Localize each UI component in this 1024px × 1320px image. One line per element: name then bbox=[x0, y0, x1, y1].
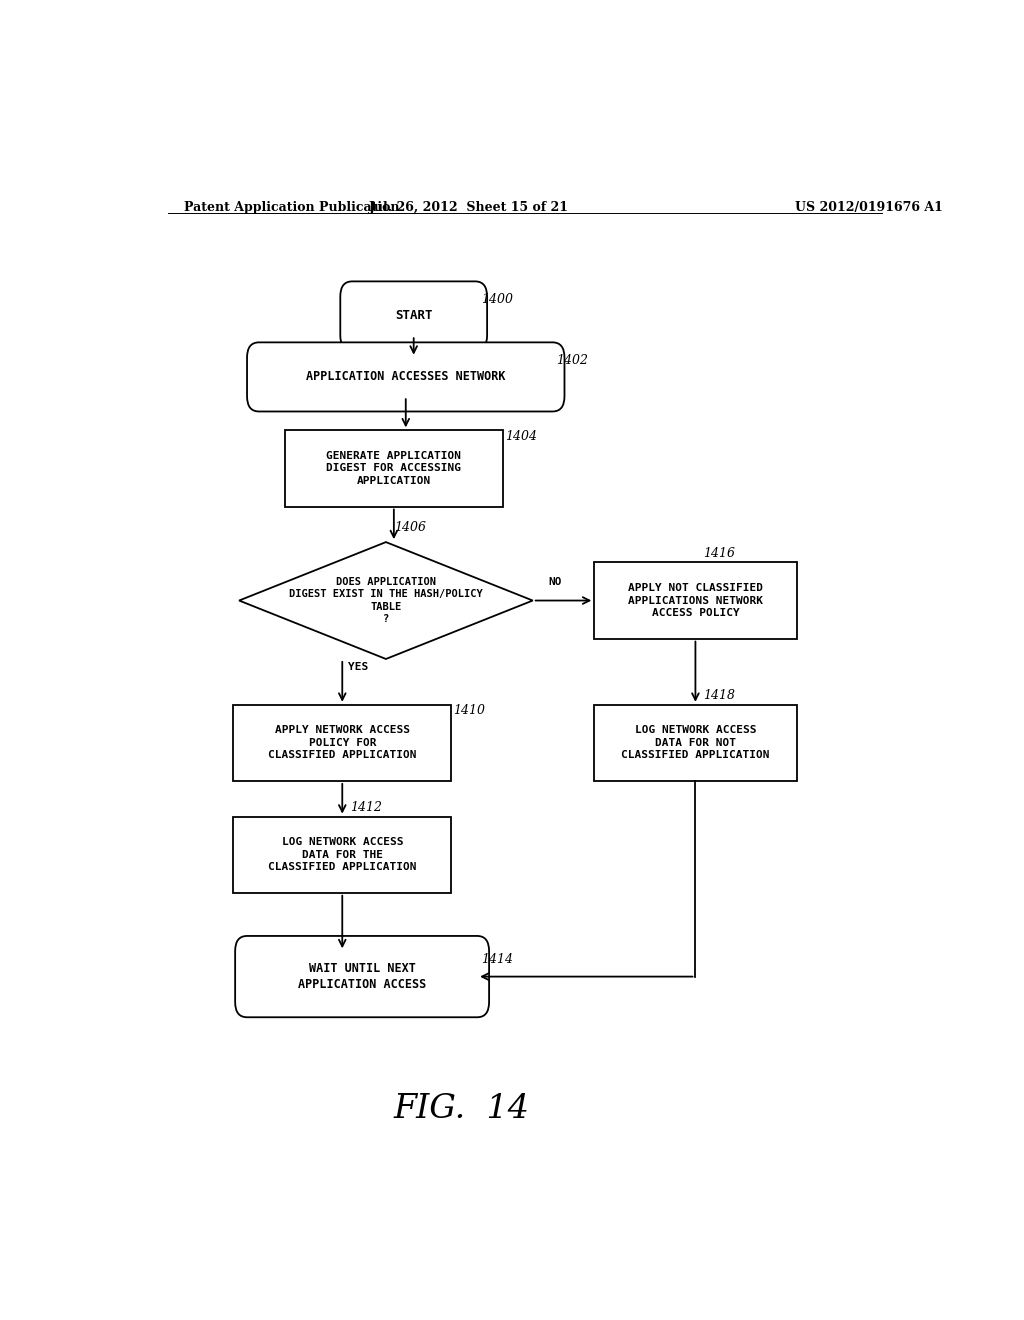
Bar bbox=[233, 817, 452, 892]
Text: 1414: 1414 bbox=[481, 953, 513, 966]
Text: 1418: 1418 bbox=[703, 689, 735, 702]
FancyBboxPatch shape bbox=[236, 936, 489, 1018]
Text: APPLY NOT CLASSIFIED
APPLICATIONS NETWORK
ACCESS POLICY: APPLY NOT CLASSIFIED APPLICATIONS NETWOR… bbox=[628, 583, 763, 618]
Text: START: START bbox=[395, 309, 432, 322]
Text: Patent Application Publication: Patent Application Publication bbox=[183, 201, 399, 214]
Text: Jul. 26, 2012  Sheet 15 of 21: Jul. 26, 2012 Sheet 15 of 21 bbox=[370, 201, 569, 214]
Text: 1402: 1402 bbox=[557, 354, 589, 367]
Text: YES: YES bbox=[348, 661, 369, 672]
Bar bbox=[285, 430, 503, 507]
Text: APPLY NETWORK ACCESS
POLICY FOR
CLASSIFIED APPLICATION: APPLY NETWORK ACCESS POLICY FOR CLASSIFI… bbox=[268, 726, 417, 760]
Text: 1412: 1412 bbox=[350, 801, 382, 814]
Text: 1410: 1410 bbox=[454, 705, 485, 718]
Text: 1404: 1404 bbox=[505, 430, 537, 444]
Text: GENERATE APPLICATION
DIGEST FOR ACCESSING
APPLICATION: GENERATE APPLICATION DIGEST FOR ACCESSIN… bbox=[327, 451, 462, 486]
Text: WAIT UNTIL NEXT
APPLICATION ACCESS: WAIT UNTIL NEXT APPLICATION ACCESS bbox=[298, 962, 426, 991]
Text: 1416: 1416 bbox=[703, 546, 735, 560]
Text: FIG.  14: FIG. 14 bbox=[393, 1093, 529, 1125]
Bar bbox=[594, 705, 797, 781]
Text: NO: NO bbox=[549, 577, 562, 587]
Text: DOES APPLICATION
DIGEST EXIST IN THE HASH/POLICY
TABLE
?: DOES APPLICATION DIGEST EXIST IN THE HAS… bbox=[289, 577, 482, 624]
Text: APPLICATION ACCESSES NETWORK: APPLICATION ACCESSES NETWORK bbox=[306, 371, 506, 383]
FancyBboxPatch shape bbox=[247, 342, 564, 412]
Bar bbox=[233, 705, 452, 781]
Text: LOG NETWORK ACCESS
DATA FOR NOT
CLASSIFIED APPLICATION: LOG NETWORK ACCESS DATA FOR NOT CLASSIFI… bbox=[622, 726, 770, 760]
Polygon shape bbox=[240, 543, 532, 659]
Text: 1406: 1406 bbox=[394, 521, 426, 535]
Text: US 2012/0191676 A1: US 2012/0191676 A1 bbox=[795, 201, 942, 214]
Text: LOG NETWORK ACCESS
DATA FOR THE
CLASSIFIED APPLICATION: LOG NETWORK ACCESS DATA FOR THE CLASSIFI… bbox=[268, 837, 417, 873]
FancyBboxPatch shape bbox=[340, 281, 487, 351]
Text: 1400: 1400 bbox=[481, 293, 513, 306]
Bar bbox=[594, 562, 797, 639]
